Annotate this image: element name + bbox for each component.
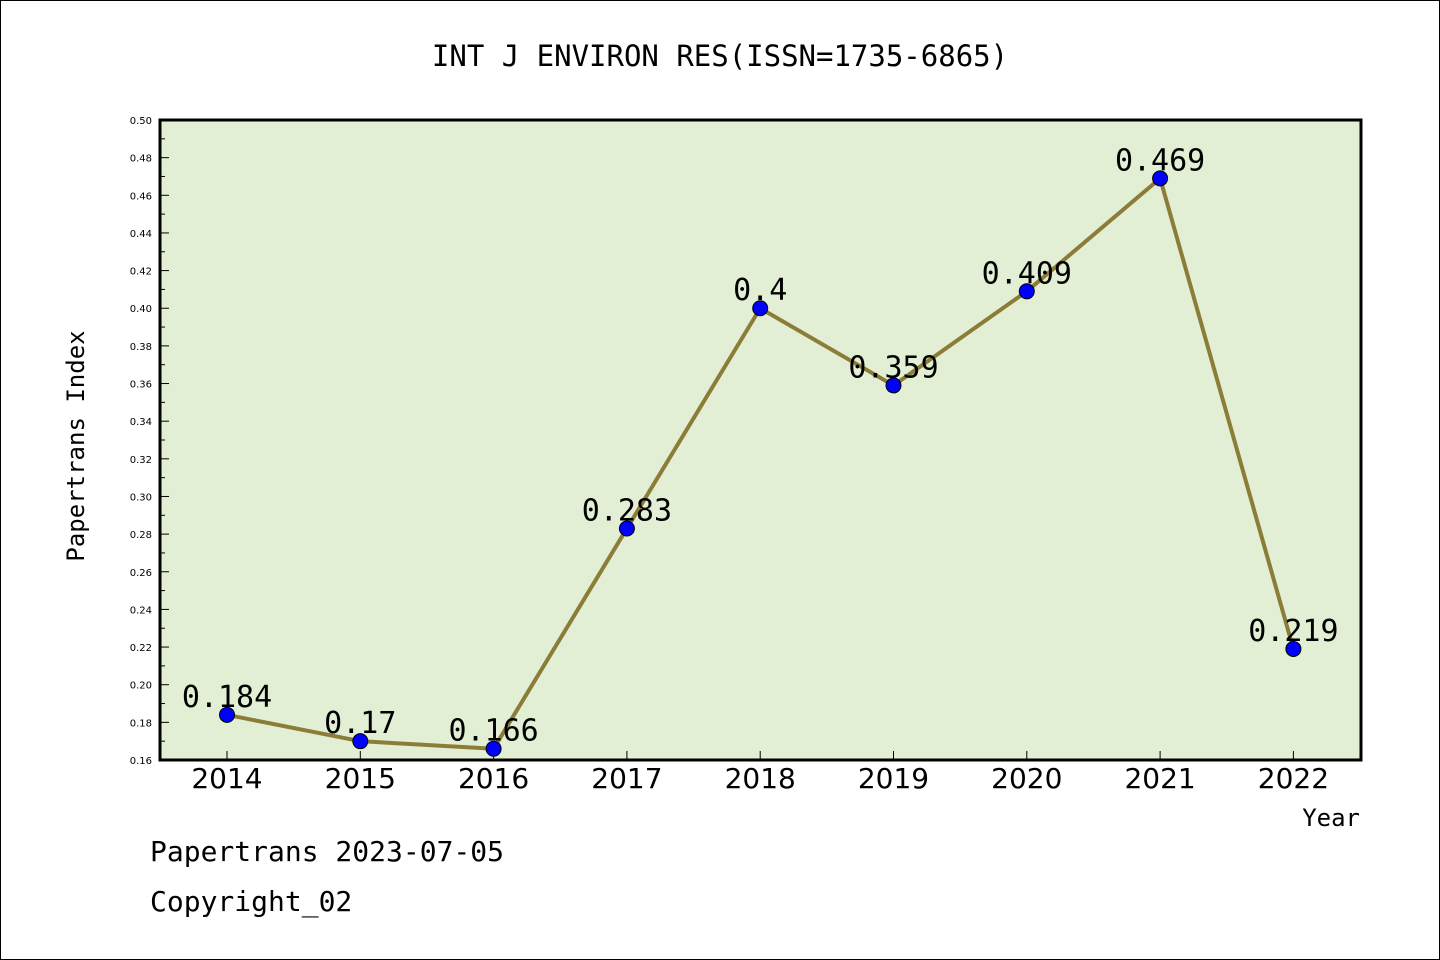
- x-tick-label: 2018: [725, 762, 796, 795]
- data-labels: 0.184 0.17 0.166 0.283 0.4 0.359 0.409 0.469 0.2…: [182, 143, 1339, 748]
- y-tick-label: 0.24: [130, 605, 152, 616]
- y-axis-label: Papertrans Index: [62, 330, 90, 561]
- data-point: [219, 706, 235, 723]
- chart-title: INT J ENVIRON RES(ISSN=1735-6865): [432, 39, 1008, 73]
- y-tick-label: 0.22: [130, 643, 152, 654]
- y-axis-ticks: 0.16 0.18 0.20 0.22 0.24 0.26 0.28 0.30 0.32 0.34…: [130, 116, 169, 767]
- x-tick-label: 2016: [458, 762, 529, 795]
- footer-date: Papertrans 2023-07-05: [150, 835, 505, 868]
- data-point: [1285, 640, 1302, 657]
- x-tick-label: 2017: [591, 762, 662, 795]
- y-tick-label: 0.34: [130, 417, 152, 428]
- x-tick-label: 2021: [1124, 762, 1195, 795]
- data-point: [885, 377, 902, 394]
- y-tick-label: 0.40: [130, 304, 152, 315]
- x-tick-label: 2015: [325, 762, 396, 795]
- data-label: 0.409: [982, 256, 1072, 291]
- y-tick-label: 0.38: [130, 342, 152, 353]
- data-label: 0.17: [324, 706, 396, 741]
- data-point: [1018, 283, 1035, 300]
- data-label: 0.283: [582, 493, 672, 528]
- data-label: 0.166: [448, 714, 538, 749]
- data-point: [352, 733, 369, 750]
- data-point: [485, 740, 502, 757]
- x-tick-label: 2020: [991, 762, 1062, 795]
- x-axis-ticks: 2014 2015 2016 2017 2018 2019 2020 2021 2022: [191, 751, 1329, 795]
- footer-copyright: Copyright_02: [150, 885, 353, 918]
- y-tick-label: 0.32: [130, 455, 152, 466]
- data-point: [752, 300, 769, 317]
- y-tick-label: 0.42: [130, 267, 152, 278]
- x-axis-label: Year: [1302, 804, 1360, 832]
- x-tick-label: 2019: [858, 762, 929, 795]
- y-tick-label: 0.28: [130, 530, 152, 541]
- y-minor-ticks: [160, 138, 165, 742]
- x-tick-label: 2014: [191, 762, 262, 795]
- data-label: 0.219: [1248, 614, 1338, 649]
- y-tick-label: 0.48: [130, 154, 152, 165]
- y-tick-label: 0.50: [130, 116, 152, 127]
- plot-area: [158, 118, 1363, 762]
- x-tick-label: 2022: [1258, 762, 1329, 795]
- y-tick-label: 0.46: [130, 191, 152, 202]
- y-tick-label: 0.36: [130, 380, 152, 391]
- data-label: 0.469: [1115, 143, 1205, 178]
- data-point: [618, 520, 635, 537]
- y-tick-label: 0.30: [130, 492, 152, 503]
- data-label: 0.4: [733, 273, 787, 308]
- data-point: [1152, 170, 1169, 187]
- data-points: [219, 170, 1302, 757]
- y-tick-label: 0.16: [130, 756, 152, 767]
- data-label: 0.184: [182, 680, 272, 715]
- y-tick-label: 0.18: [130, 718, 152, 729]
- y-tick-label: 0.20: [130, 681, 152, 692]
- y-tick-label: 0.44: [130, 229, 152, 240]
- data-label: 0.359: [848, 350, 938, 385]
- y-tick-label: 0.26: [130, 568, 152, 579]
